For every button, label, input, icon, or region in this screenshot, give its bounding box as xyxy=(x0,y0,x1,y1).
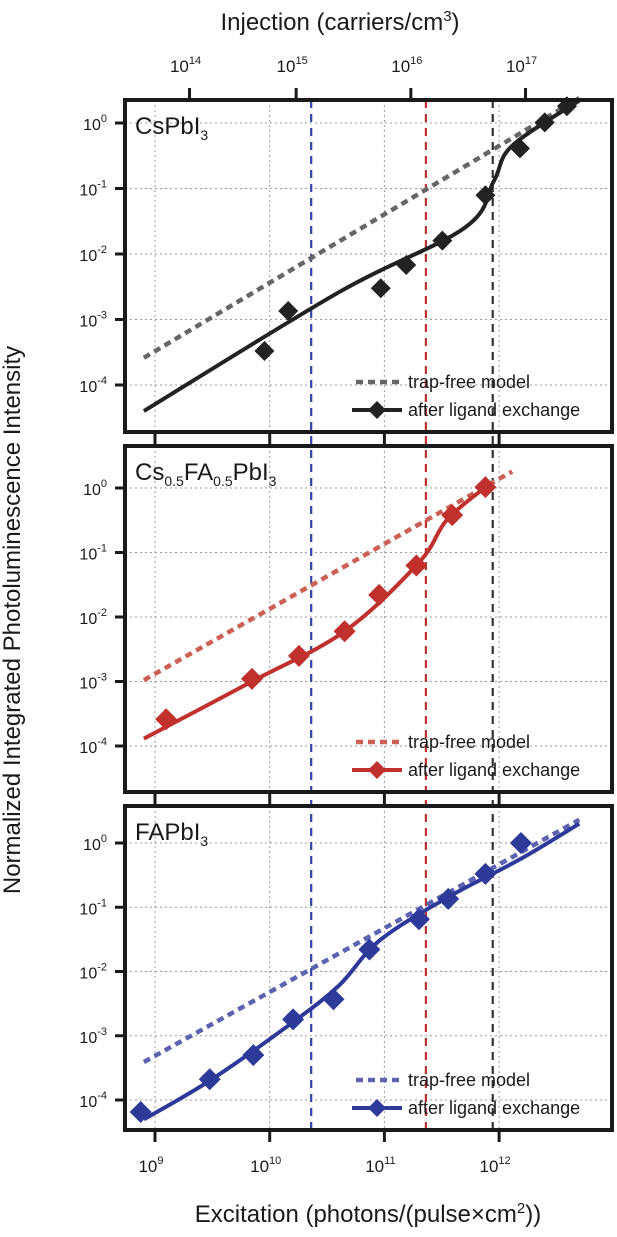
y-axis-label: Normalized Integrated Photoluminescence … xyxy=(0,346,26,894)
data-point xyxy=(474,476,497,499)
data-point xyxy=(322,988,345,1011)
y-tick-label: 10-3 xyxy=(79,672,107,693)
panel-label: FAPbI3 xyxy=(135,819,208,849)
data-point xyxy=(405,554,428,577)
data-point xyxy=(254,341,275,362)
legend-model-label: trap-free model xyxy=(408,732,530,752)
data-point xyxy=(240,667,263,690)
x-tick-label: 1010 xyxy=(250,1155,281,1176)
y-tick-label: 10-3 xyxy=(79,310,107,331)
x-tick-label: 1012 xyxy=(480,1155,511,1176)
x-tick-label: 109 xyxy=(138,1155,163,1176)
data-point xyxy=(407,908,430,931)
tick-layer: 10-4 10-3 10-2 10-1 100 10-4 10-3 10-2 10-1 100 10… xyxy=(79,55,537,1176)
y-tick-label: 10-4 xyxy=(79,1090,107,1111)
y-tick-label: 10-4 xyxy=(79,736,107,757)
data-point xyxy=(129,1101,152,1124)
data-point xyxy=(368,583,391,606)
data-point xyxy=(432,230,453,251)
panel-label: Cs0.5FA0.5PbI3 xyxy=(135,459,277,489)
fit-curve xyxy=(142,485,487,741)
trap-free-model-line xyxy=(142,96,581,360)
data-point xyxy=(333,620,356,643)
y-tick-label: 10-1 xyxy=(79,543,107,564)
legend-exp-label: after ligand exchange xyxy=(408,400,580,420)
x-tick-label: 1011 xyxy=(365,1155,395,1176)
fit-curve xyxy=(142,98,581,413)
legend-exp-marker xyxy=(368,1099,386,1117)
data-point xyxy=(396,254,417,275)
y-tick-label: 10-4 xyxy=(79,375,107,396)
data-point xyxy=(437,887,460,910)
data-point xyxy=(370,278,391,299)
trap-free-model-line xyxy=(142,817,581,1064)
y-tick-label: 100 xyxy=(83,478,107,499)
top-axis-label: Injection (carriers/cm3) xyxy=(220,8,459,36)
data-point xyxy=(198,1068,221,1091)
top-tick-label: 1017 xyxy=(506,55,537,76)
panel-frame xyxy=(123,804,614,1132)
y-tick-label: 10-2 xyxy=(79,244,107,265)
data-point xyxy=(534,112,555,133)
data-point xyxy=(242,1044,265,1067)
legend-model-label: trap-free model xyxy=(408,1070,530,1090)
data-point xyxy=(278,300,299,321)
legend-exp-marker xyxy=(368,401,386,419)
data-point xyxy=(474,862,497,885)
x-axis-label: Excitation (photons/(pulse×cm2)) xyxy=(195,1200,542,1228)
top-tick-label: 1015 xyxy=(277,55,308,76)
frame-layer xyxy=(123,98,614,1132)
data-point xyxy=(441,504,464,527)
panel-label: CsPbI3 xyxy=(135,113,208,143)
panel-frame xyxy=(123,98,614,434)
data-point xyxy=(509,138,530,159)
top-tick-label: 1016 xyxy=(391,55,422,76)
data-point xyxy=(475,185,496,206)
legend-exp-label: after ligand exchange xyxy=(408,1098,580,1118)
y-tick-label: 10-1 xyxy=(79,179,107,200)
vline-layer xyxy=(310,100,494,1130)
grid-layer xyxy=(125,100,612,1130)
panel-frame xyxy=(123,444,614,794)
data-point xyxy=(287,644,310,667)
trap-free-model-line xyxy=(142,469,514,683)
y-tick-label: 10-2 xyxy=(79,962,107,983)
data-point xyxy=(358,938,381,961)
top-tick-label: 1014 xyxy=(170,55,201,76)
legend-model-label: trap-free model xyxy=(408,372,530,392)
legend-exp-marker xyxy=(368,761,386,779)
data-point xyxy=(282,1008,305,1031)
y-tick-label: 100 xyxy=(83,833,107,854)
legend-exp-label: after ligand exchange xyxy=(408,760,580,780)
y-tick-label: 100 xyxy=(83,113,107,134)
y-tick-label: 10-1 xyxy=(79,897,107,918)
data-point xyxy=(509,832,532,854)
data-point xyxy=(155,708,178,731)
y-tick-label: 10-3 xyxy=(79,1026,107,1047)
data-layer: CsPbI3 trap-free model after ligand exchan… xyxy=(129,96,581,1124)
y-tick-label: 10-2 xyxy=(79,607,107,628)
